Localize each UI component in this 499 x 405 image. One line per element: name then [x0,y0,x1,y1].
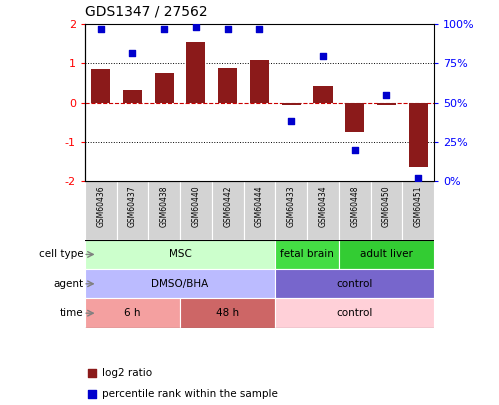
Bar [282,102,301,105]
Text: GSM60442: GSM60442 [223,185,232,227]
Bar [377,102,396,104]
Text: MSC: MSC [169,249,192,260]
Text: GDS1347 / 27562: GDS1347 / 27562 [85,4,208,18]
Bar [85,298,180,328]
Bar [123,90,142,102]
Bar [345,102,364,132]
Point [128,49,136,56]
Text: GSM60450: GSM60450 [382,185,391,227]
Bar [339,240,434,269]
Text: adult liver: adult liver [360,249,413,260]
Bar [180,181,212,240]
Text: fetal brain: fetal brain [280,249,334,260]
Text: control: control [336,279,373,289]
Point [414,175,422,181]
Point [287,118,295,125]
Text: time: time [59,308,83,318]
Text: DMSO/BHA: DMSO/BHA [152,279,209,289]
Bar [250,60,269,102]
Bar [339,181,371,240]
Text: percentile rank within the sample: percentile rank within the sample [102,389,278,399]
Point [319,52,327,59]
Bar [409,102,428,167]
Text: GSM60433: GSM60433 [287,185,296,227]
Point [224,26,232,32]
Point [97,26,105,32]
Bar [275,240,339,269]
Text: agent: agent [53,279,83,289]
Bar [275,298,434,328]
Bar [187,42,206,102]
Bar [307,181,339,240]
Bar [212,181,244,240]
Text: GSM60438: GSM60438 [160,185,169,227]
Text: GSM60434: GSM60434 [318,185,327,227]
Text: GSM60436: GSM60436 [96,185,105,227]
Bar [218,68,237,102]
Bar [85,181,117,240]
Point [383,92,391,98]
Point [351,146,359,153]
Bar [155,73,174,102]
Bar [402,181,434,240]
Text: GSM60437: GSM60437 [128,185,137,227]
Bar [117,181,148,240]
Bar [244,181,275,240]
Point [160,26,168,32]
Bar [148,181,180,240]
Text: 6 h: 6 h [124,308,141,318]
Bar [313,86,332,102]
Bar [91,69,110,102]
Text: cell type: cell type [38,249,83,260]
Bar [275,269,434,298]
Point [88,390,96,397]
Bar [371,181,402,240]
Text: GSM60440: GSM60440 [192,185,201,227]
Text: 48 h: 48 h [216,308,240,318]
Bar [85,240,275,269]
Text: GSM60448: GSM60448 [350,185,359,227]
Point [88,370,96,376]
Text: GSM60451: GSM60451 [414,185,423,227]
Text: GSM60444: GSM60444 [255,185,264,227]
Point [192,24,200,31]
Point [255,26,263,32]
Bar [275,181,307,240]
Text: control: control [336,308,373,318]
Bar [180,298,275,328]
Bar [85,269,275,298]
Text: log2 ratio: log2 ratio [102,368,152,378]
